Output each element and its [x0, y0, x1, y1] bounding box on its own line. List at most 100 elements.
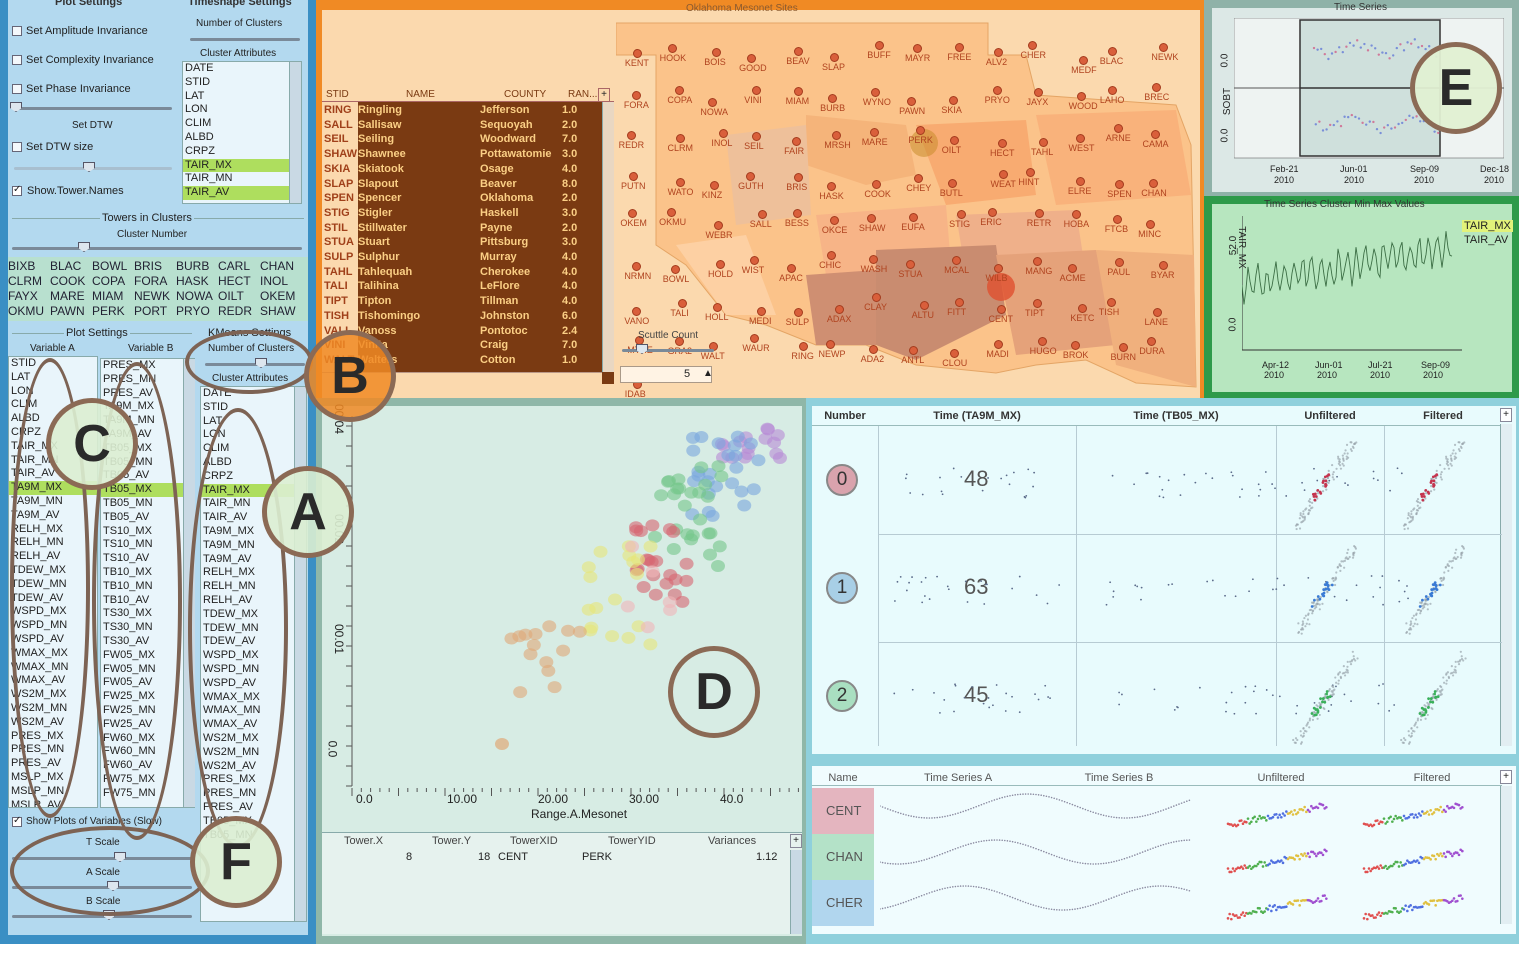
station-label[interactable]: CLOU [942, 357, 968, 368]
scuttle-count-spinner[interactable] [620, 366, 712, 383]
station-dot[interactable] [1070, 340, 1080, 350]
station-dot[interactable] [914, 173, 924, 183]
station-label[interactable]: DURA [1139, 345, 1165, 356]
station-dot[interactable] [916, 126, 926, 136]
station-label[interactable]: TAHL [1030, 146, 1054, 157]
station-label[interactable]: CAMA [1142, 138, 1169, 149]
station-dot[interactable] [1079, 55, 1089, 65]
header-stid[interactable]: STID [326, 89, 349, 100]
station-dot[interactable] [1067, 264, 1077, 274]
sites-cell[interactable]: Pottawatomie [480, 148, 552, 161]
tower-name[interactable]: REDR [218, 304, 253, 318]
station-label[interactable]: CLRM [667, 143, 694, 154]
cluster-number-badge[interactable]: 2 [826, 680, 858, 712]
station-label[interactable]: WYNO [862, 96, 891, 107]
scatter-point[interactable] [528, 628, 543, 641]
tower-name[interactable]: CARL [218, 259, 251, 273]
scatter-point[interactable] [703, 527, 718, 540]
sites-cell[interactable]: Sulphur [358, 251, 400, 263]
tower-name[interactable]: CLRM [8, 274, 43, 288]
station-label[interactable]: NEWP [818, 349, 846, 360]
station-label[interactable]: RETR [1026, 218, 1052, 229]
station-label[interactable]: WEST [1068, 143, 1095, 154]
station-dot[interactable] [752, 131, 762, 141]
cluster-attributes-list[interactable]: DATE STID LAT LON CLIM ALBD CRPZ TAIR_MX TAIR_MN… [182, 61, 302, 204]
station-dot[interactable] [1159, 43, 1169, 53]
station-dot[interactable] [794, 173, 804, 183]
station-dot[interactable] [993, 47, 1003, 57]
name-cell[interactable]: CHAN [826, 849, 863, 864]
sites-cell[interactable]: SPEN [324, 192, 354, 205]
station-dot[interactable] [1150, 129, 1160, 139]
scatter-point[interactable] [589, 602, 604, 615]
sites-cell[interactable]: TIPT [324, 295, 348, 308]
cluster-grid-add-button[interactable]: + [1500, 408, 1512, 422]
station-label[interactable]: HINT [1018, 177, 1040, 188]
sites-cell[interactable]: Beaver [480, 177, 517, 190]
scatter-point[interactable] [654, 489, 669, 502]
tower-name[interactable]: HECT [218, 274, 251, 288]
station-label[interactable]: CHIC [819, 260, 842, 271]
tower-name[interactable]: COOK [50, 274, 86, 288]
tower-name[interactable]: OKMU [8, 304, 44, 318]
scatter-point[interactable] [661, 474, 676, 487]
sites-cell[interactable]: 1.0 [562, 104, 578, 116]
variance-cell[interactable]: 8 [406, 851, 413, 863]
station-label[interactable]: ACME [1059, 273, 1086, 284]
add-column-button[interactable]: + [598, 88, 610, 102]
variance-header[interactable]: Tower.X [344, 835, 384, 847]
station-label[interactable]: INOL [711, 138, 733, 149]
scatter-point[interactable] [684, 486, 699, 499]
cluster-grid-header-cell[interactable]: Unfiltered [1304, 410, 1356, 422]
station-label[interactable]: NRMN [624, 270, 652, 281]
station-dot[interactable] [632, 48, 642, 58]
sites-cell[interactable]: Woodward [480, 133, 537, 146]
station-label[interactable]: SEIL [744, 140, 764, 151]
scatter-point[interactable] [643, 540, 658, 553]
station-dot[interactable] [713, 221, 723, 231]
scatter-point[interactable] [593, 545, 608, 558]
station-label[interactable]: WEBR [705, 230, 733, 241]
station-label[interactable]: GOOD [739, 63, 767, 74]
station-dot[interactable] [829, 215, 839, 225]
station-label[interactable]: PUTN [621, 181, 646, 192]
station-label[interactable]: HASK [819, 190, 844, 201]
station-label[interactable]: ANTL [901, 354, 925, 365]
tower-name[interactable]: FORA [134, 274, 168, 288]
scuttle-count-thumb[interactable] [636, 344, 648, 354]
station-label[interactable]: FAIR [784, 146, 805, 157]
tower-name[interactable]: OKEM [260, 289, 296, 303]
station-label[interactable]: ADA2 [860, 353, 885, 364]
station-label[interactable]: MARE [861, 136, 888, 147]
station-label[interactable]: FREE [947, 51, 972, 62]
scatter-point[interactable] [727, 439, 742, 452]
sites-cell[interactable]: Haskell [480, 206, 519, 219]
station-label[interactable]: MEDI [749, 315, 772, 326]
scatter-point[interactable] [705, 509, 720, 522]
variance-cell[interactable]: 1.12 [756, 851, 778, 863]
station-dot[interactable] [631, 90, 641, 100]
station-dot[interactable] [998, 170, 1008, 180]
scatter-point[interactable] [711, 437, 726, 450]
sites-cell[interactable]: RING [324, 104, 352, 116]
sites-cell[interactable]: SHAW [324, 148, 357, 161]
dtw-slider-thumb[interactable] [10, 102, 22, 112]
station-dot[interactable] [1152, 307, 1162, 317]
sites-cell[interactable]: SKIA [324, 162, 351, 175]
oklahoma-map[interactable] [616, 15, 1202, 395]
station-dot[interactable] [675, 336, 685, 346]
scatter-point[interactable] [737, 499, 752, 512]
sites-cell[interactable]: Johnston [480, 309, 530, 322]
station-dot[interactable] [675, 177, 685, 187]
station-dot[interactable] [1152, 83, 1162, 93]
sites-cell[interactable]: 4.0 [562, 265, 578, 278]
station-dot[interactable] [749, 255, 759, 265]
tower-name[interactable]: FAYX [8, 289, 38, 303]
scatter-point[interactable] [698, 478, 713, 491]
station-label[interactable]: WIST [741, 264, 765, 275]
station-dot[interactable] [1033, 256, 1043, 266]
tower-name[interactable]: PRYO [176, 304, 210, 318]
station-dot[interactable] [629, 172, 638, 182]
sites-cell[interactable]: 4.0 [562, 251, 578, 263]
station-label[interactable]: SULP [785, 316, 810, 327]
